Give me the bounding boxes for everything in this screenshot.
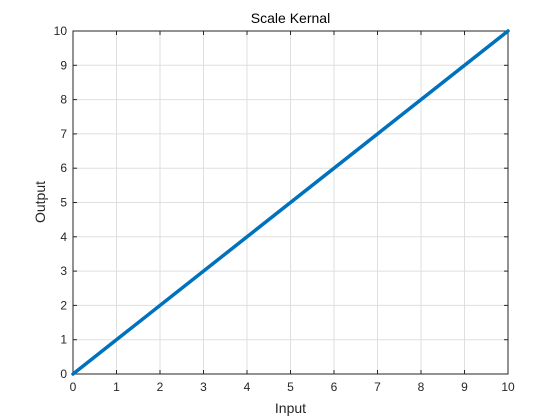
y-tick-label: 5 [60, 196, 67, 210]
y-tick-label: 10 [54, 24, 68, 38]
y-tick-label: 9 [60, 58, 67, 72]
x-tick-label: 9 [461, 380, 468, 394]
x-tick-label: 2 [157, 380, 164, 394]
series-line-0 [71, 29, 510, 376]
x-axis-title: Input [275, 400, 306, 416]
y-tick-labels: 0 1 2 3 4 5 6 7 8 9 10 [54, 24, 68, 381]
y-tick-label: 3 [60, 264, 67, 278]
x-tick-label: 6 [331, 380, 338, 394]
y-tick-label: 6 [60, 161, 67, 175]
x-tick-label: 8 [418, 380, 425, 394]
chart-title: Scale Kernal [251, 10, 330, 26]
x-tick-label: 4 [244, 380, 251, 394]
y-tick-label: 1 [60, 333, 67, 347]
x-tick-label: 10 [501, 380, 515, 394]
x-tick-label: 5 [287, 380, 294, 394]
x-tick-label: 7 [374, 380, 381, 394]
x-tick-label: 0 [70, 380, 77, 394]
y-tick-label: 7 [60, 127, 67, 141]
y-axis-title: Output [32, 181, 48, 223]
y-tick-label: 2 [60, 298, 67, 312]
y-tick-label: 0 [60, 367, 67, 381]
x-tick-labels: 0 1 2 3 4 5 6 7 8 9 10 [70, 380, 515, 394]
y-tick-label: 8 [60, 93, 67, 107]
x-tick-label: 1 [113, 380, 120, 394]
y-tick-label: 4 [60, 230, 67, 244]
x-tick-label: 3 [200, 380, 207, 394]
series [71, 29, 510, 376]
